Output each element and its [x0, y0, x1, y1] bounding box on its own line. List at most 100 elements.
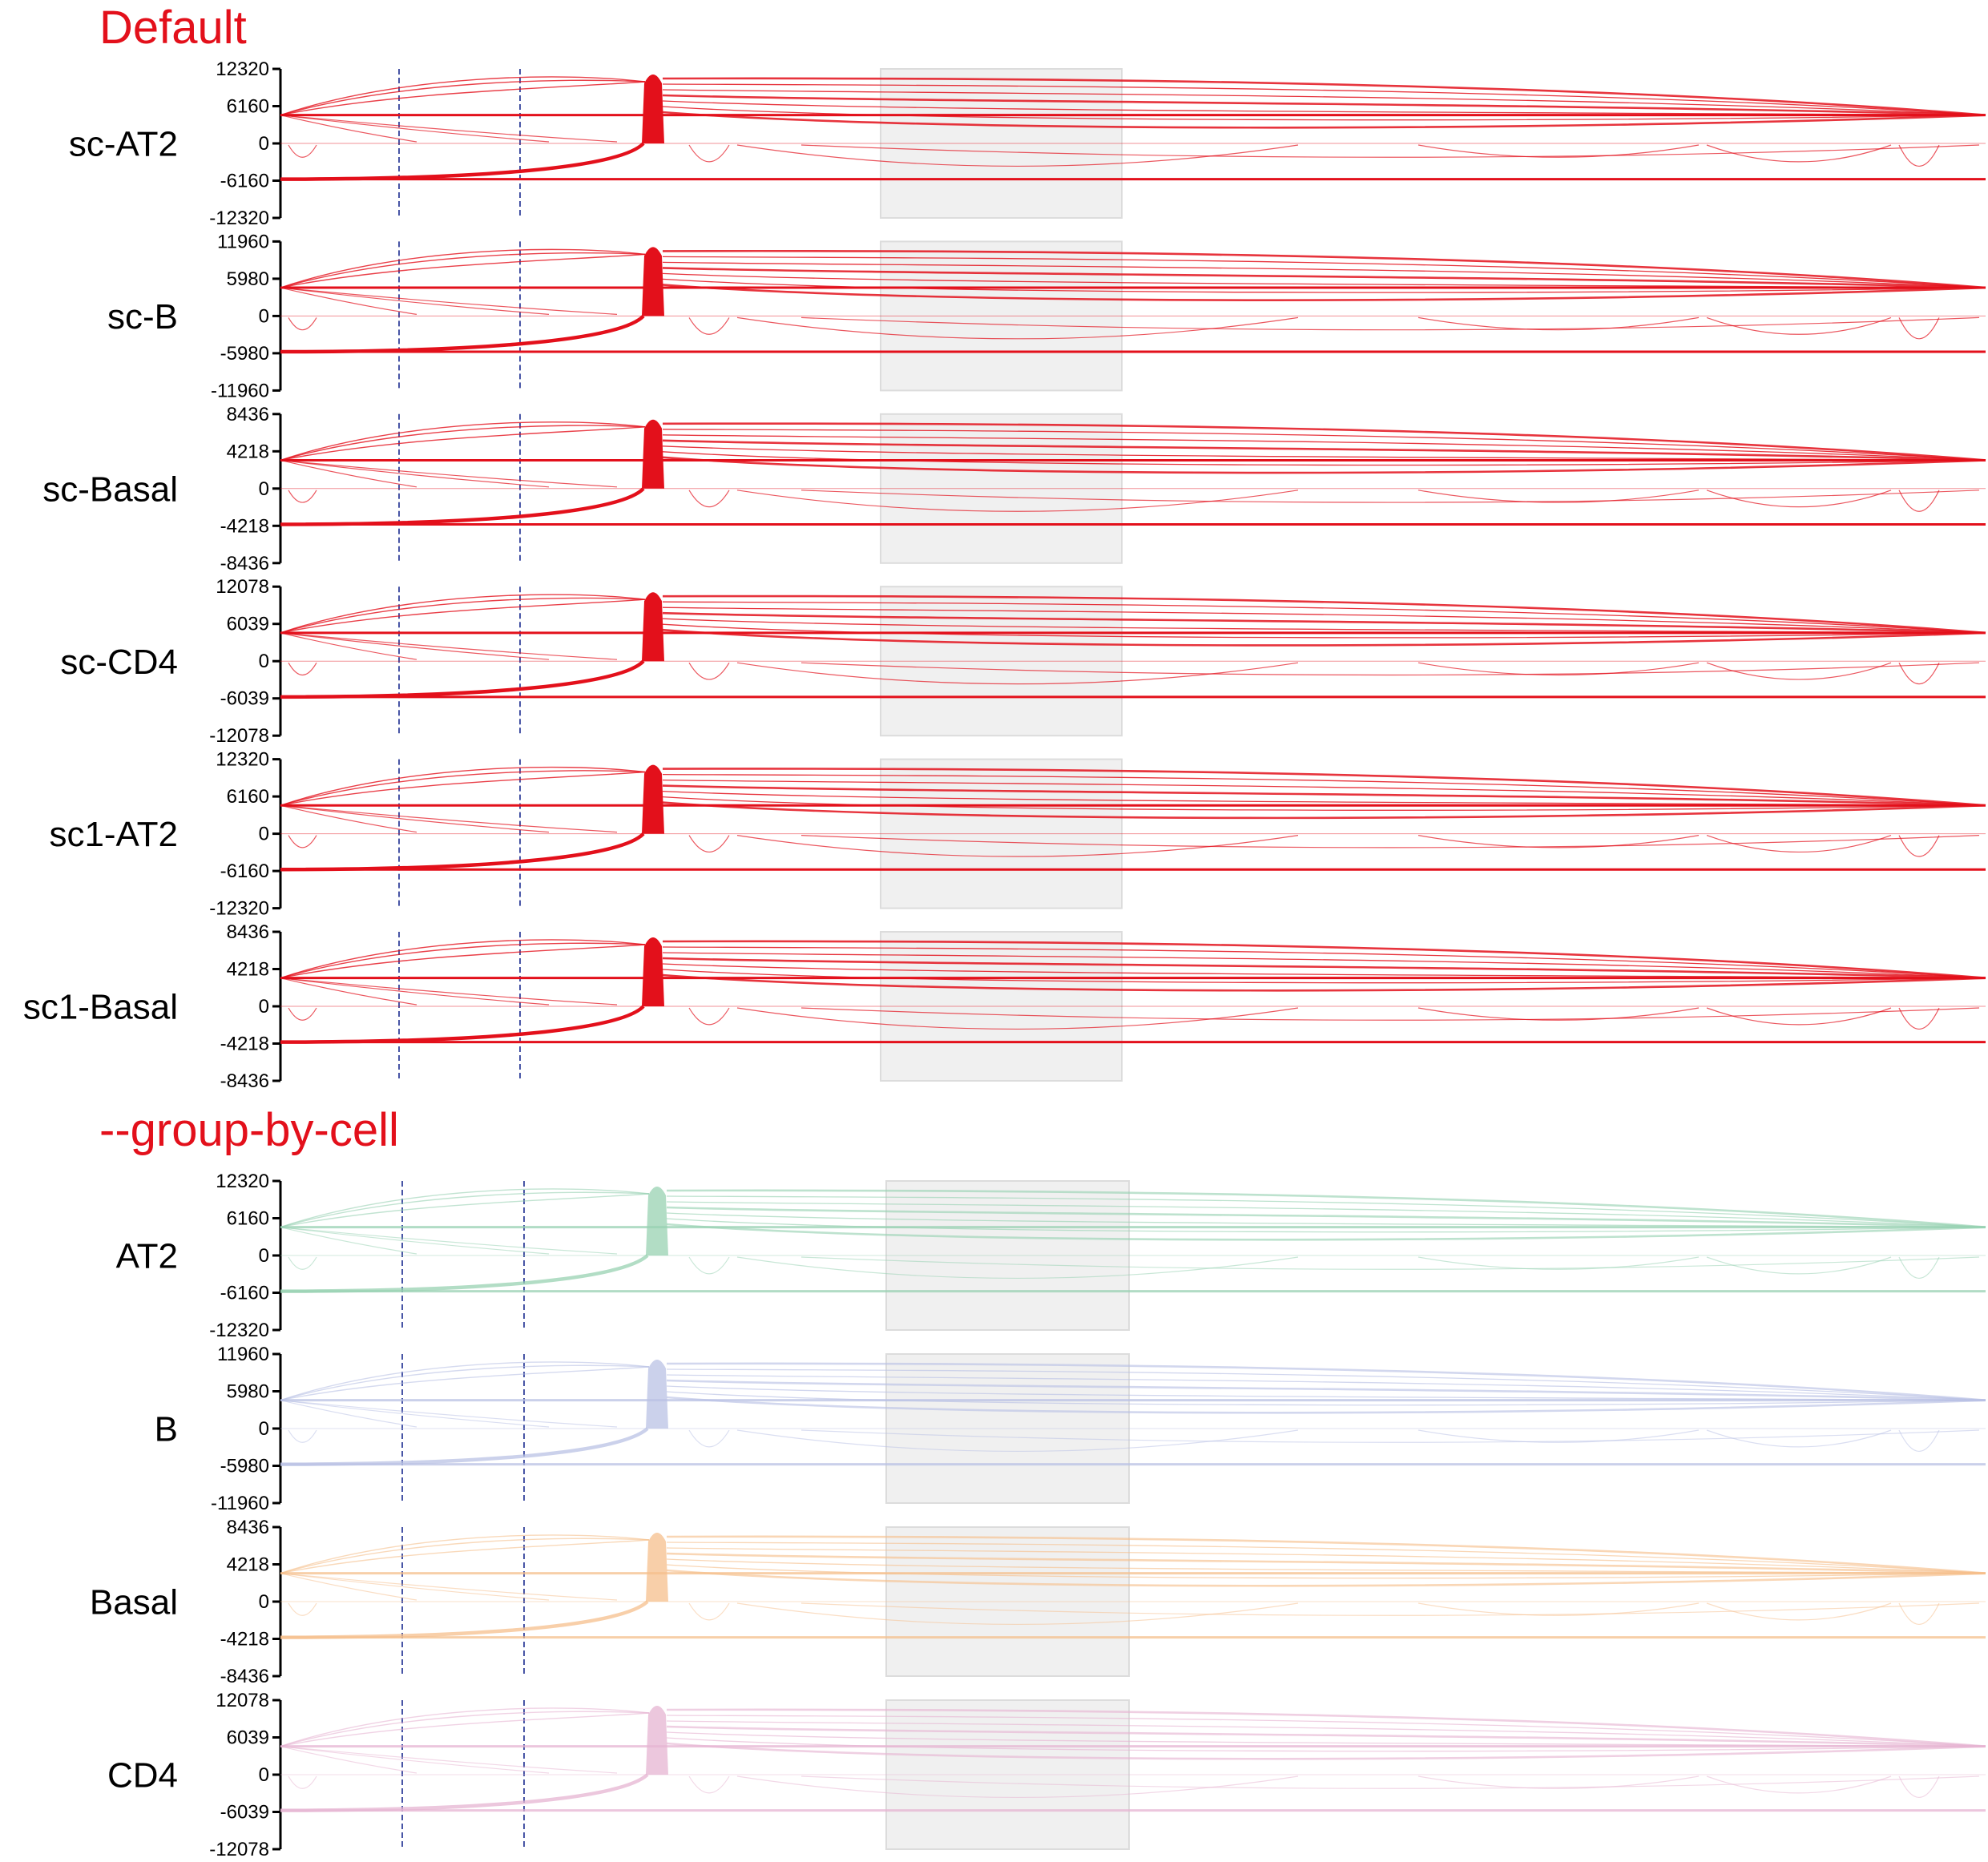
track-b: 11960 5980 0 -5980 -11960 B: [155, 1344, 1986, 1514]
junction-arc: [666, 1396, 1986, 1414]
junction-arc: [288, 490, 317, 503]
junction-arc: [662, 284, 1986, 301]
junction-arc: [280, 1400, 618, 1428]
junction-arc: [662, 456, 1986, 474]
track-cd4: 12078 6039 0 -6039 -12078 CD4: [107, 1690, 1986, 1860]
y-tick-label: -11960: [211, 380, 269, 401]
junction-arc: [1898, 1256, 1940, 1280]
junction-arc: [662, 607, 1986, 634]
highlight-region: [880, 240, 1123, 392]
junction-arc: [280, 115, 618, 143]
junction-arc: [1417, 1429, 1700, 1443]
junction-arc: [1706, 316, 1892, 335]
junction-arc-main: [280, 487, 645, 526]
junction-arc: [280, 1538, 650, 1574]
track-basal: 8436 4218 0 -4218 -8436 Basal: [90, 1517, 1986, 1687]
track-sc1-at2: 12320 6160 0 -6160 -12320 sc1-AT2: [49, 749, 1986, 920]
junction-arc-main: [280, 1600, 649, 1639]
junction-arc: [280, 944, 646, 979]
junction-arc: [288, 835, 317, 848]
junction-arc: [280, 804, 550, 833]
junction-arc: [662, 952, 1986, 979]
track-sc-cd4: 12078 6039 0 -6039 -12078 sc-CD4: [60, 576, 1986, 747]
junction-arc: [280, 1364, 650, 1401]
junction-arc: [662, 94, 1986, 116]
y-tick-label: -12078: [209, 725, 269, 747]
junction-arc: [1417, 144, 1700, 158]
junction-arc: [662, 434, 1986, 461]
junction-arc: [280, 1746, 550, 1774]
junction-arc: [736, 1775, 1299, 1798]
junction-arc: [1898, 144, 1940, 167]
y-tick-label: 4218: [227, 1554, 269, 1576]
junction-arc: [688, 1429, 730, 1448]
junction-arc-main: [280, 659, 645, 699]
junction-arc: [1417, 316, 1700, 331]
y-tick-label: -12078: [209, 1839, 269, 1860]
y-tick-label: 6160: [227, 1208, 269, 1230]
junction-arc: [280, 1400, 417, 1428]
junction-arc: [666, 1569, 1986, 1587]
junction-arc: [688, 1007, 730, 1026]
junction-arc: [280, 598, 646, 634]
junction-arc: [280, 1193, 650, 1228]
junction-arc: [662, 111, 1986, 129]
junction-arc: [688, 1256, 730, 1275]
track-label: sc-CD4: [60, 643, 178, 682]
junction-arc: [800, 1256, 1980, 1270]
junction-arc: [736, 1256, 1299, 1279]
junction-arc: [288, 1256, 317, 1270]
junction-arc: [666, 1195, 1986, 1228]
junction-arc: [800, 662, 1980, 676]
junction-arc: [666, 1725, 1986, 1747]
junction-arc: [662, 773, 1986, 806]
junction-arc: [280, 1712, 650, 1747]
y-tick-label: 5980: [227, 268, 269, 290]
y-tick-label: -12320: [209, 208, 269, 229]
junction-arc: [666, 1385, 1986, 1401]
junction-arc: [280, 632, 417, 660]
junction-arc: [280, 81, 646, 116]
y-tick-label: -6039: [220, 1802, 269, 1824]
junction-arc: [288, 1429, 317, 1443]
junction-arc: [688, 1775, 730, 1794]
junction-arc: [662, 249, 1986, 289]
track-label: Basal: [90, 1583, 178, 1622]
y-tick-label: 6039: [227, 1727, 269, 1749]
junction-arc: [1706, 1602, 1892, 1621]
junction-arc: [800, 316, 1980, 331]
junction-arc: [662, 957, 1986, 979]
exon-peak: [642, 419, 664, 489]
junction-arc: [666, 1391, 1986, 1406]
junction-arc: [280, 1573, 550, 1601]
y-tick-label: 0: [259, 1418, 269, 1440]
junction-arc: [1898, 835, 1940, 857]
section-title-group-by-cell: --group-by-cell: [99, 1104, 399, 1156]
junction-arc: [688, 1602, 730, 1621]
junction-arc: [288, 662, 317, 676]
junction-arc: [662, 623, 1986, 639]
junction-arc: [666, 1564, 1986, 1579]
junction-arc: [1417, 662, 1700, 676]
junction-arc: [688, 144, 730, 163]
junction-arc: [662, 969, 1986, 984]
junction-arc: [662, 439, 1986, 461]
junction-arc: [1898, 1775, 1940, 1799]
junction-arc: [280, 287, 618, 315]
junction-arc: [280, 287, 417, 315]
junction-arc: [1417, 835, 1700, 848]
junction-arc: [280, 1227, 417, 1255]
y-tick-label: 6160: [227, 786, 269, 808]
junction-arc: [800, 1602, 1980, 1616]
y-tick-label: 8436: [227, 921, 269, 943]
y-tick-label: -6039: [220, 688, 269, 710]
junction-arc: [1417, 1256, 1700, 1270]
junction-arc: [280, 459, 550, 488]
tracks-container: 12320 6160 0 -6160 -12320 sc-AT2 11960 5980 0 -59…: [23, 58, 1986, 1860]
track-sc-at2: 12320 6160 0 -6160 -12320 sc-AT2: [69, 58, 1986, 229]
junction-arc: [1417, 490, 1700, 503]
junction-arc: [280, 76, 646, 116]
junction-arc: [280, 804, 618, 833]
junction-arc: [736, 1007, 1299, 1030]
junction-arc: [736, 144, 1299, 167]
